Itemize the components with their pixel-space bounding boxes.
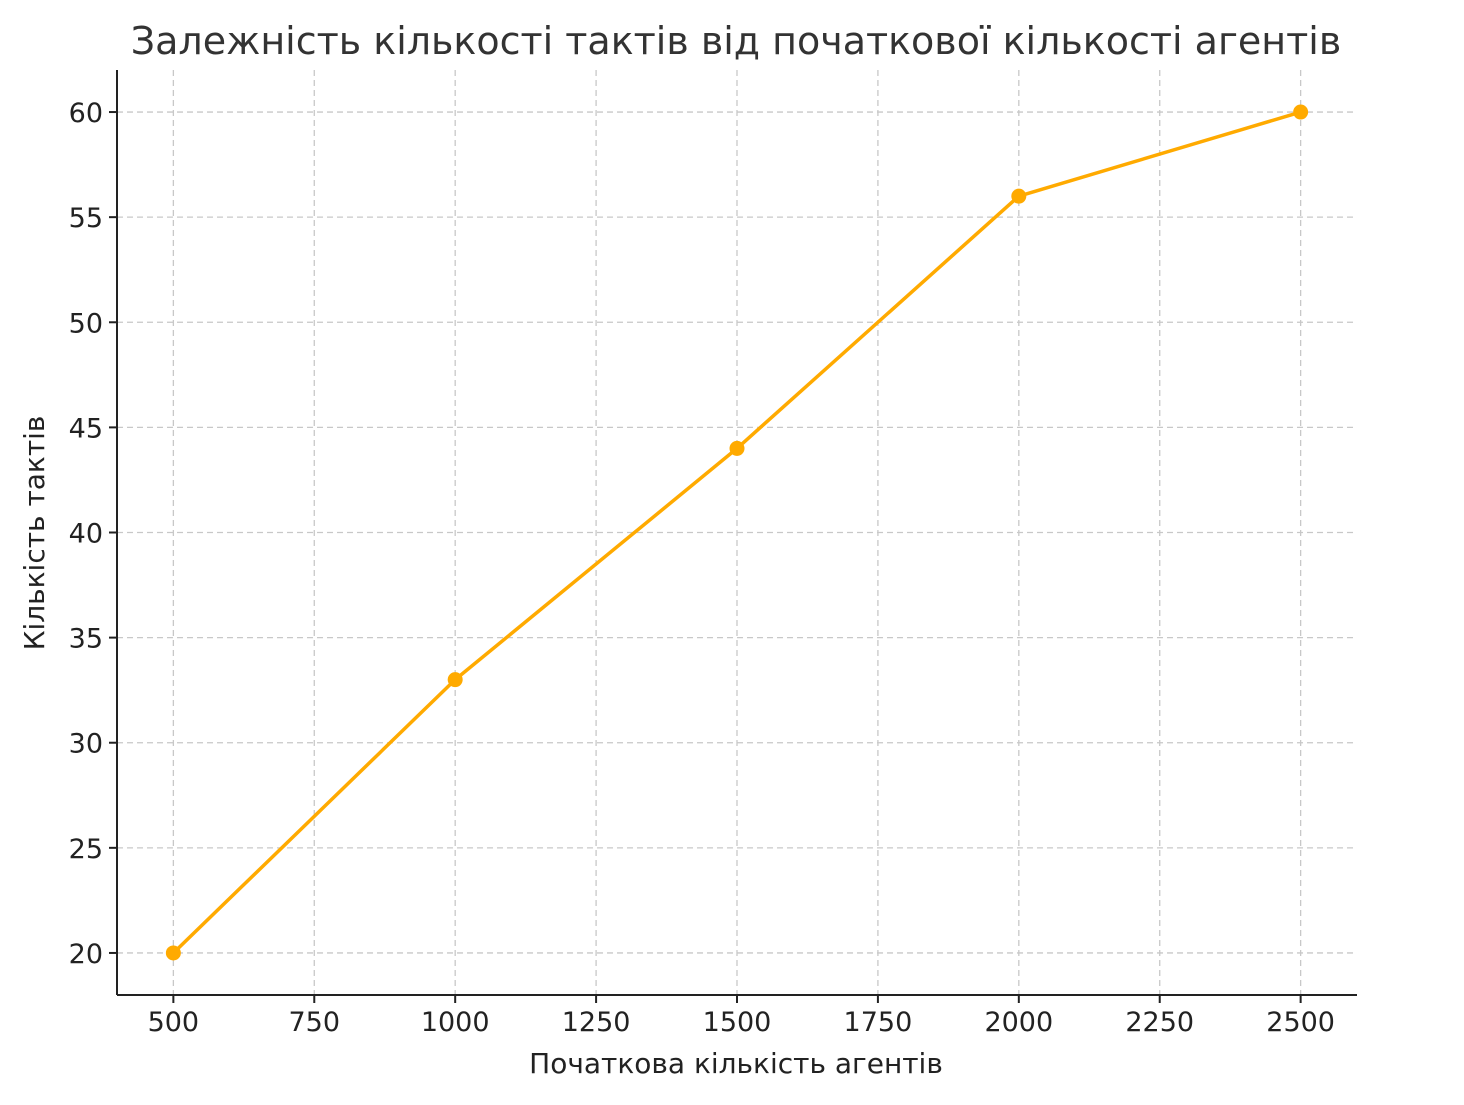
data-point (1011, 188, 1027, 204)
grid-layer (117, 70, 1357, 995)
data-point (729, 440, 745, 456)
series-layer (165, 104, 1309, 961)
y-tick-label: 50 (69, 308, 103, 339)
y-axis-ticks: 20 25 30 35 40 45 50 55 60 (69, 98, 117, 970)
y-tick-label: 30 (69, 729, 103, 760)
y-tick-label: 45 (69, 413, 103, 444)
x-tick-label: 1750 (844, 1007, 913, 1038)
x-tick-label: 750 (288, 1007, 340, 1038)
y-tick-label: 25 (69, 834, 103, 865)
x-axis-label: Початкова кількість агентів (529, 1047, 943, 1080)
y-tick-label: 55 (69, 203, 103, 234)
x-tick-label: 1250 (562, 1007, 631, 1038)
x-tick-label: 1000 (421, 1007, 490, 1038)
x-tick-label: 1500 (703, 1007, 772, 1038)
y-tick-label: 60 (69, 98, 103, 129)
x-tick-label: 2250 (1125, 1007, 1194, 1038)
y-axis-label: Кількість тактів (18, 416, 51, 651)
x-tick-label: 2500 (1266, 1007, 1335, 1038)
y-tick-label: 20 (69, 939, 103, 970)
x-tick-label: 2000 (984, 1007, 1053, 1038)
data-point (165, 945, 181, 961)
y-tick-label: 35 (69, 624, 103, 655)
x-axis-ticks: 500 750 1000 1250 1500 1750 2000 2250 2500 (148, 995, 1335, 1038)
data-point (447, 672, 463, 688)
x-tick-label: 500 (148, 1007, 200, 1038)
data-point (1293, 104, 1309, 120)
y-tick-label: 40 (69, 519, 103, 550)
chart-title: Залежність кількості тактів від початков… (131, 19, 1341, 63)
